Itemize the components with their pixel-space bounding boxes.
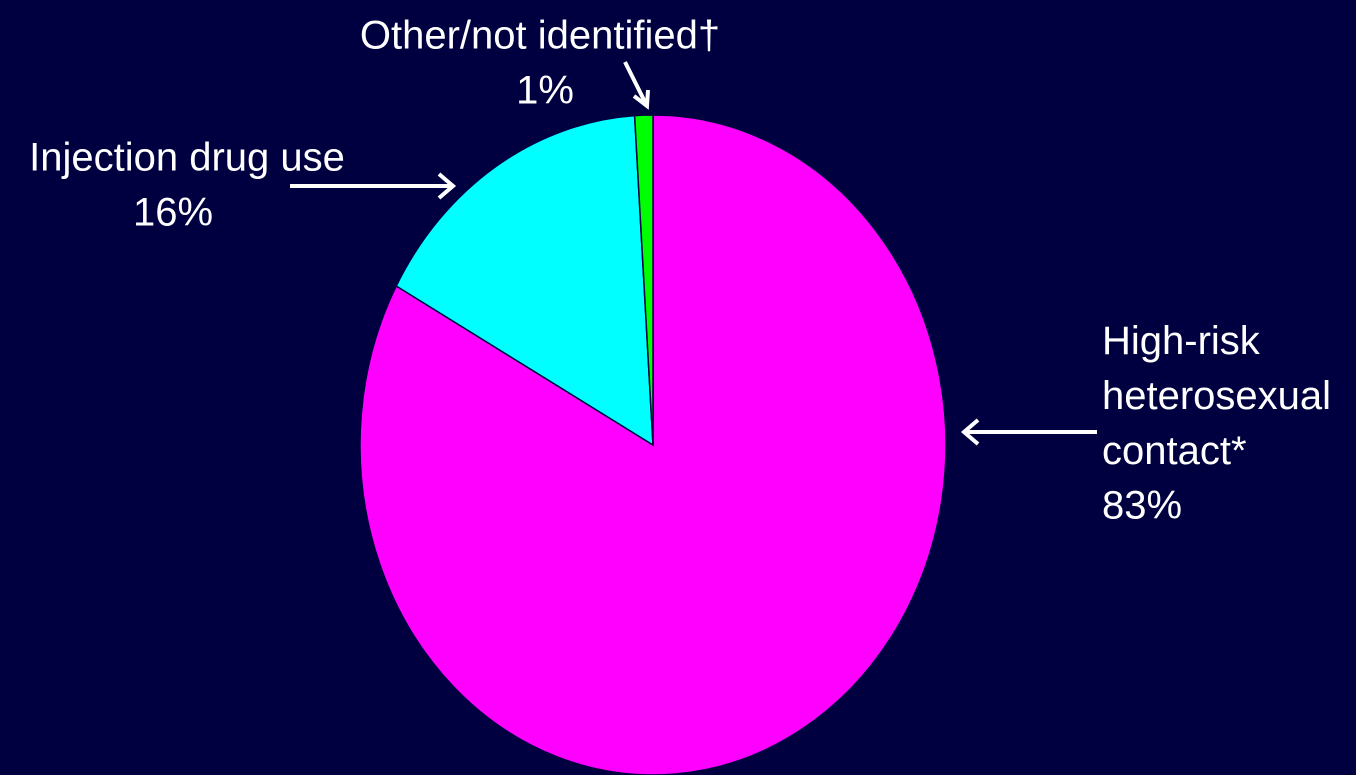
pie-slice bbox=[395, 114, 654, 447]
arrow bbox=[960, 418, 1097, 446]
value-label: 83% bbox=[1102, 484, 1182, 528]
slice-label: Injection drug use bbox=[29, 136, 345, 180]
arrow bbox=[623, 61, 650, 110]
value-label: 16% bbox=[133, 191, 213, 235]
slice-label: High-risk heterosexual contact* bbox=[1102, 319, 1331, 473]
slice-label: Other/not identified† bbox=[360, 14, 720, 58]
value-label: 1% bbox=[516, 69, 574, 113]
arrows bbox=[290, 61, 1097, 446]
pie-slice bbox=[633, 114, 654, 446]
slices bbox=[359, 114, 947, 775]
label-line: contact* bbox=[1102, 429, 1247, 473]
label-line: High-risk bbox=[1102, 319, 1261, 363]
pie-slice bbox=[359, 114, 947, 775]
label-line: heterosexual bbox=[1102, 374, 1331, 418]
arrow bbox=[290, 172, 457, 200]
